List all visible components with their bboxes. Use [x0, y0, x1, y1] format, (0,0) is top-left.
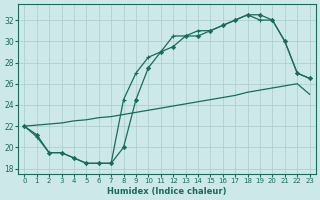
X-axis label: Humidex (Indice chaleur): Humidex (Indice chaleur) — [107, 187, 227, 196]
